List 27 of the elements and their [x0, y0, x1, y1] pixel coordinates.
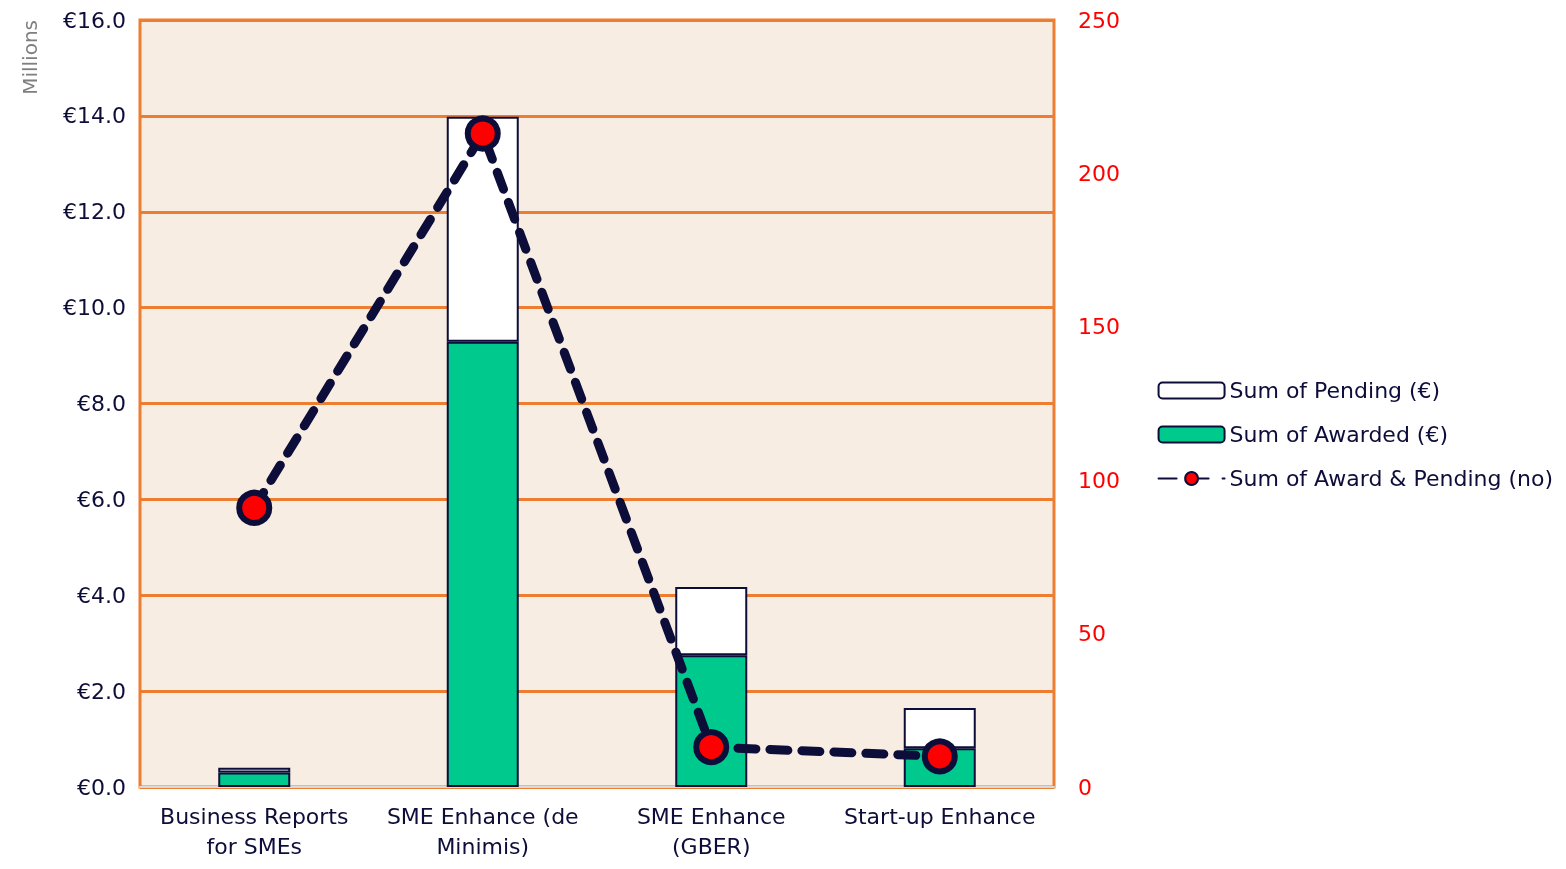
y2-tick-label: 100	[1078, 467, 1120, 493]
y-tick-label: €2.0	[77, 678, 126, 704]
legend-label: Sum of Award & Pending (no)	[1229, 466, 1553, 491]
legend-label: Sum of Pending (€)	[1229, 378, 1441, 403]
x-tick-label: SME Enhance (GBER)	[636, 803, 786, 859]
legend-label: Sum of Awarded (€)	[1229, 422, 1449, 447]
y2-tick-label: 50	[1078, 621, 1106, 647]
point	[236, 489, 273, 526]
y-tick-label: €16.0	[63, 7, 126, 33]
x-tick-label: Business Reports for SMEs	[160, 803, 349, 859]
y2-tick-label: 0	[1078, 774, 1092, 800]
bar	[218, 772, 291, 787]
y-tick-label: €4.0	[77, 582, 126, 608]
y-tick-label: €6.0	[77, 486, 126, 512]
point	[464, 115, 501, 152]
y-tick-label: €14.0	[63, 103, 126, 129]
x-tick-label: Start-up Enhance	[844, 803, 1036, 829]
y2-tick-label: 150	[1078, 314, 1120, 340]
y2-tick-label: 250	[1078, 7, 1120, 33]
x-tick-label: SME Enhance (de Minimis)	[386, 803, 579, 859]
y-tick-label: €8.0	[77, 391, 126, 416]
y-tick-label: €12.0	[63, 199, 126, 225]
point	[693, 729, 730, 766]
y-tick-label: €0.0	[77, 774, 126, 800]
y-axis-title: Millions	[18, 20, 42, 95]
y-tick-label: €10.0	[63, 295, 126, 321]
y2-tick-label: 200	[1078, 160, 1120, 186]
